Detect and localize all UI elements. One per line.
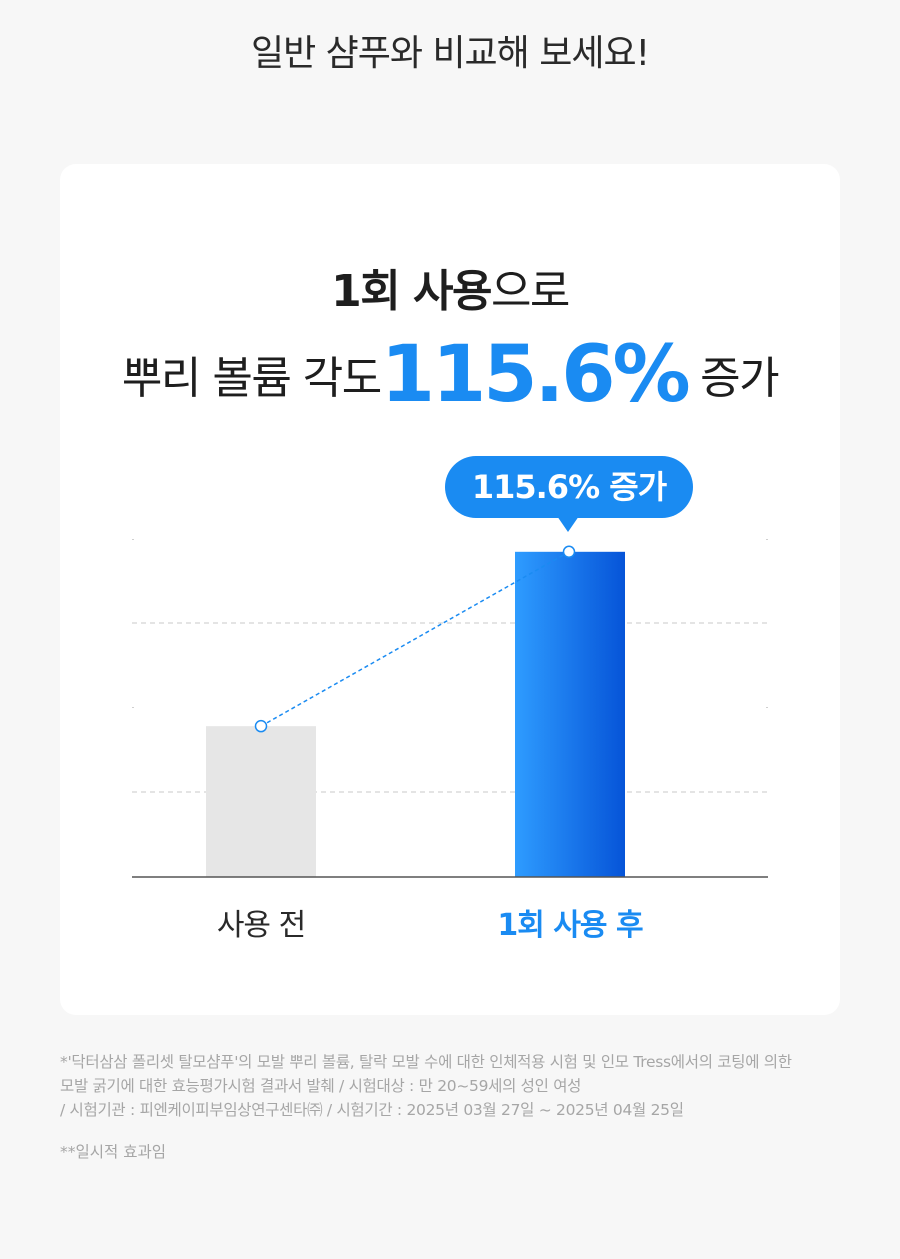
bubble-tail [557, 516, 579, 532]
headline-line-2: 뿌리 볼륨 각도115.6% 증가 [0, 330, 900, 420]
grid-tick [766, 539, 768, 540]
footnote-line-3: / 시험기관 : 피엔케이피부임상연구센타㈜ / 시험기간 : 2025년 03… [60, 1101, 684, 1119]
headline-suffix: 증가 [700, 353, 779, 404]
headline-bold: 1회 사용 [331, 266, 492, 317]
headline-line-1: 1회 사용으로 [0, 255, 900, 319]
x-label-before: 사용 전 [216, 908, 306, 943]
point-before [254, 719, 268, 733]
trend-connector [260, 551, 570, 727]
point-after [562, 545, 576, 559]
x-label-after: 1회 사용 후 [497, 908, 643, 943]
grid-tick [766, 707, 768, 708]
headline-rest: 으로 [490, 266, 570, 317]
headline-value: 115.6% [380, 330, 691, 420]
headline-prefix: 뿌리 볼륨 각도 [121, 353, 382, 404]
footnote-temporary: **일시적 효과임 [60, 1143, 166, 1161]
page-title: 일반 샴푸와 비교해 보세요! [250, 33, 650, 74]
bar-after [515, 551, 625, 877]
comparison-card [60, 164, 840, 1015]
bar-before [206, 726, 316, 877]
footnote-line-1: *'닥터삼삼 폴리셋 탈모샴푸'의 모발 뿌리 볼륨, 탈락 모발 수에 대한 … [60, 1053, 792, 1071]
grid-tick [132, 539, 134, 540]
footnote-line-2: 모발 굵기에 대한 효능평가시험 결과서 발췌 / 시험대상 : 만 20~59… [60, 1077, 582, 1095]
footnote-block: *'닥터삼삼 폴리셋 탈모샴푸'의 모발 뿌리 볼륨, 탈락 모발 수에 대한 … [60, 1050, 850, 1122]
grid-tick [132, 707, 134, 708]
increase-bubble: 115.6% 증가 [445, 456, 693, 518]
